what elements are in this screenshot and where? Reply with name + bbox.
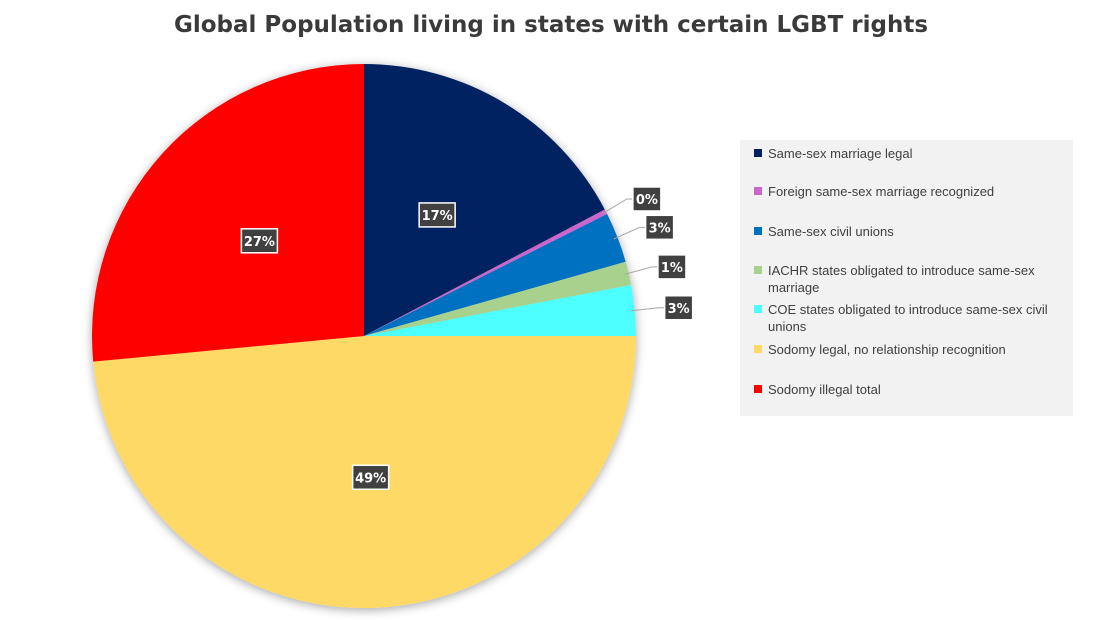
- pie-slice-sodomy-illegal-total: [91, 64, 364, 362]
- pie-slices: [91, 64, 636, 609]
- legend-label: IACHR states obligated to introduce same…: [768, 263, 1035, 295]
- data-label-iachr-states-obligated-to-introduce-same-sex-marriage: 1%: [661, 261, 683, 276]
- legend-item-foreign-same-sex-marriage-recognized: Foreign same-sex marriage recognized: [754, 183, 1054, 200]
- legend-label: Foreign same-sex marriage recognized: [768, 184, 995, 199]
- data-label-box-foreign-same-sex-marriage-recognized: [632, 186, 662, 212]
- data-label-box-coe-states-obligated-to-introduce-same-sex-civil-unions: [663, 295, 694, 321]
- legend-swatch: [754, 345, 762, 353]
- legend-item-coe-states-obligated-to-introduce-same-sex-civil-unions: COE states obligated to introduce same-s…: [754, 301, 1054, 335]
- data-label-foreign-same-sex-marriage-recognized: 0%: [636, 193, 658, 208]
- legend-swatch: [754, 385, 762, 393]
- data-label-box-same-sex-marriage-legal: [418, 202, 456, 228]
- legend-label: Same-sex marriage legal: [768, 146, 913, 161]
- pie-slice-same-sex-marriage-legal: [364, 64, 605, 336]
- leader-line-same-sex-civil-unions: [613, 226, 646, 240]
- data-label-sodomy-illegal-total: 27%: [244, 235, 275, 250]
- leader-line-coe-states-obligated-to-introduce-same-sex-civil-unions: [630, 307, 665, 312]
- legend-label: Same-sex civil unions: [768, 224, 894, 239]
- legend-item-same-sex-marriage-legal: Same-sex marriage legal: [754, 145, 1054, 162]
- data-label-box-sodomy-illegal-total: [240, 228, 279, 254]
- data-label-same-sex-civil-unions: 3%: [649, 221, 671, 236]
- pie-slice-foreign-same-sex-marriage-recognized: [364, 209, 608, 336]
- leader-lines: [602, 198, 665, 312]
- leader-line-foreign-same-sex-marriage-recognized: [602, 198, 633, 215]
- pie-slice-coe-states-obligated-to-introduce-same-sex-civil-unions: [364, 285, 636, 336]
- data-label-box-same-sex-civil-unions: [644, 214, 675, 241]
- legend-swatch: [754, 227, 762, 235]
- pie-slice-same-sex-civil-unions: [364, 214, 626, 336]
- legend-swatch: [754, 187, 762, 195]
- data-label-sodomy-legal-no-relationship-recognition: 49%: [355, 471, 386, 486]
- chart-title: Global Population living in states with …: [173, 12, 929, 38]
- pie-slice-iachr-states-obligated-to-introduce-same-sex-marriage: [364, 261, 632, 336]
- legend-label: Sodomy legal, no relationship recognitio…: [768, 342, 1006, 357]
- legend-swatch: [754, 266, 762, 274]
- legend-swatch: [754, 305, 762, 313]
- legend-item-same-sex-civil-unions: Same-sex civil unions: [754, 223, 1054, 240]
- leader-line-iachr-states-obligated-to-introduce-same-sex-marriage: [624, 266, 658, 275]
- data-labels: 17% 0% 3% 1% 3% 49% 27%: [240, 186, 694, 491]
- data-label-box-sodomy-legal-no-relationship-recognition: [351, 464, 390, 491]
- legend-label: COE states obligated to introduce same-s…: [768, 302, 1048, 334]
- legend: Same-sex marriage legal Foreign same-sex …: [740, 140, 1073, 416]
- legend-swatch: [754, 149, 762, 157]
- legend-item-sodomy-illegal-total: Sodomy illegal total: [754, 381, 1054, 398]
- legend-label: Sodomy illegal total: [768, 382, 881, 397]
- legend-item-sodomy-legal-no-relationship-recognition: Sodomy legal, no relationship recognitio…: [754, 341, 1054, 358]
- data-label-coe-states-obligated-to-introduce-same-sex-civil-unions: 3%: [668, 302, 690, 317]
- data-label-same-sex-marriage-legal: 17%: [422, 209, 453, 224]
- legend-item-iachr-states-obligated-to-introduce-same-sex-marriage: IACHR states obligated to introduce same…: [754, 262, 1054, 296]
- data-label-box-iachr-states-obligated-to-introduce-same-sex-marriage: [657, 254, 687, 280]
